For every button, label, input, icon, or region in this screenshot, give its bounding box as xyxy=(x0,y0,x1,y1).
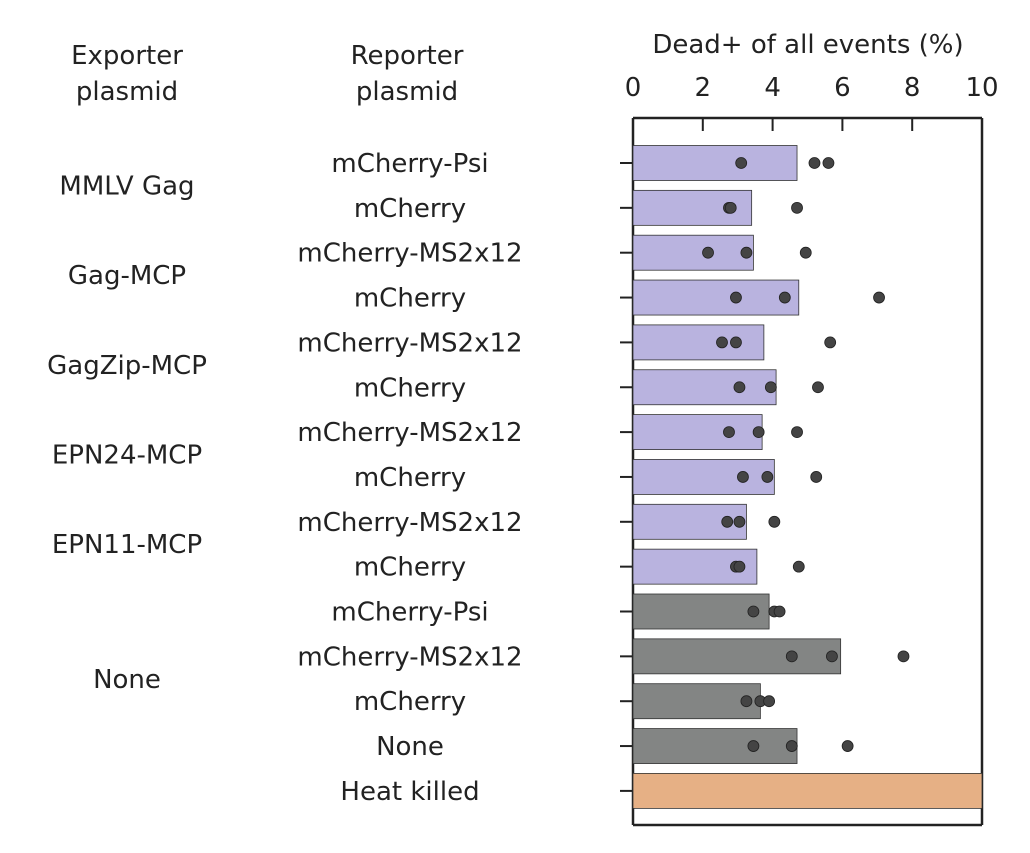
reporter-label: mCherry xyxy=(354,194,466,224)
reporter-label: mCherry-Psi xyxy=(331,149,488,179)
exporter-group-label: Gag-MCP xyxy=(68,261,186,291)
data-point xyxy=(723,426,735,439)
data-point xyxy=(799,246,812,259)
data-point xyxy=(747,740,760,752)
data-point xyxy=(730,291,742,304)
reporter-label: mCherry xyxy=(354,284,466,314)
x-tick-label: 6 xyxy=(834,73,851,103)
data-point xyxy=(733,560,746,573)
reporter-label: mCherry xyxy=(354,373,466,403)
reporter-label: mCherry-MS2x12 xyxy=(297,239,522,269)
data-point xyxy=(792,560,805,573)
data-point xyxy=(730,336,742,349)
reporter-label: mCherry-MS2x12 xyxy=(297,642,522,672)
x-axis-title: Dead+ of all events (%) xyxy=(652,30,963,60)
bar xyxy=(632,503,747,540)
data-point xyxy=(785,740,798,752)
exporter-group-label: MMLV Gag xyxy=(59,171,194,201)
reporter-label: mCherry xyxy=(354,687,466,717)
data-point xyxy=(721,515,734,528)
bar xyxy=(632,459,775,495)
x-tick-label: 0 xyxy=(625,73,642,103)
data-point xyxy=(716,336,728,349)
reporter-label: mCherry xyxy=(354,553,466,583)
exporter-group-label: GagZip-MCP xyxy=(47,351,207,381)
data-point xyxy=(740,246,753,259)
exporter-group-label: EPN24-MCP xyxy=(52,441,202,471)
data-point xyxy=(737,471,749,483)
data-point xyxy=(812,381,824,394)
data-point xyxy=(841,740,854,752)
reporter-header-line-2: plasmid xyxy=(356,77,458,107)
data-point xyxy=(822,157,835,169)
reporter-label: mCherry-MS2x12 xyxy=(297,328,522,358)
exporter-header-line-1: Exporter xyxy=(71,41,183,71)
data-point xyxy=(897,650,910,663)
reporter-label: mCherry-MS2x12 xyxy=(297,508,522,538)
data-point xyxy=(761,471,774,483)
reporter-label: mCherry-MS2x12 xyxy=(297,418,522,448)
data-point xyxy=(747,605,760,618)
data-point xyxy=(733,381,746,394)
reporter-label: mCherry xyxy=(354,463,466,493)
bar xyxy=(632,279,800,316)
x-tick-label: 2 xyxy=(695,73,712,103)
data-point xyxy=(791,201,803,214)
data-point xyxy=(768,515,781,528)
data-point xyxy=(826,650,838,663)
data-point xyxy=(873,291,885,304)
x-tick-label: 4 xyxy=(764,73,781,103)
exporter-header-line-2: plasmid xyxy=(76,77,178,107)
bar xyxy=(632,324,765,361)
bar xyxy=(632,638,842,675)
bar xyxy=(632,234,754,271)
bar xyxy=(632,593,770,630)
data-point xyxy=(702,246,714,259)
x-tick-label: 10 xyxy=(965,73,998,103)
reporter-header-line-1: Reporter xyxy=(351,41,464,71)
bar xyxy=(632,414,763,451)
exporter-group-label: None xyxy=(93,665,161,695)
data-point xyxy=(791,426,803,439)
data-point xyxy=(808,157,821,169)
bar xyxy=(632,773,983,809)
data-point xyxy=(740,695,753,708)
data-point xyxy=(752,426,765,439)
data-point xyxy=(733,515,746,528)
data-point xyxy=(724,201,737,214)
data-point xyxy=(773,605,786,618)
x-tick-label: 8 xyxy=(904,73,921,103)
exporter-group-label: EPN11-MCP xyxy=(52,530,202,560)
bar xyxy=(632,369,777,406)
data-point xyxy=(778,291,791,304)
bar xyxy=(632,145,798,181)
bar xyxy=(632,728,798,764)
data-point xyxy=(785,650,798,663)
data-point xyxy=(824,336,837,349)
data-point xyxy=(764,381,777,394)
reporter-label: mCherry-Psi xyxy=(331,598,488,628)
data-point xyxy=(810,471,823,483)
data-point xyxy=(763,695,776,708)
reporter-label: Heat killed xyxy=(340,777,479,807)
data-point xyxy=(735,157,748,169)
reporter-label: None xyxy=(376,732,444,762)
